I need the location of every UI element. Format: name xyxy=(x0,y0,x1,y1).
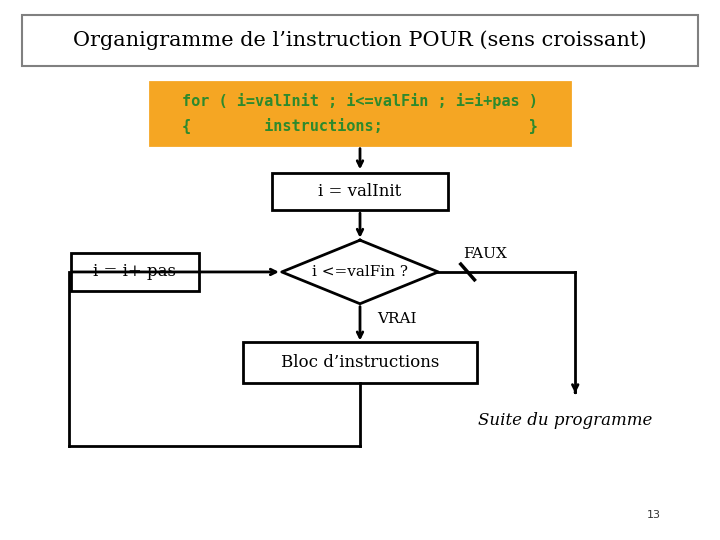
FancyBboxPatch shape xyxy=(150,82,570,145)
Text: {        instructions;                }: { instructions; } xyxy=(182,118,538,134)
Text: VRAI: VRAI xyxy=(377,312,417,326)
Text: i = valInit: i = valInit xyxy=(318,183,402,200)
Text: 13: 13 xyxy=(647,510,660,519)
Text: Organigramme de l’instruction POUR (sens croissant): Organigramme de l’instruction POUR (sens… xyxy=(73,30,647,50)
Text: Suite du programme: Suite du programme xyxy=(478,412,652,429)
FancyBboxPatch shape xyxy=(243,342,477,383)
Text: Bloc d’instructions: Bloc d’instructions xyxy=(281,354,439,372)
FancyBboxPatch shape xyxy=(71,253,199,291)
Polygon shape xyxy=(282,240,438,304)
Text: for ( i=valInit ; i<=valFin ; i=i+pas ): for ( i=valInit ; i<=valFin ; i=i+pas ) xyxy=(182,93,538,109)
FancyBboxPatch shape xyxy=(272,173,448,210)
Text: FAUX: FAUX xyxy=(463,247,507,261)
Text: i <=valFin ?: i <=valFin ? xyxy=(312,265,408,279)
Text: i = i+ pas: i = i+ pas xyxy=(94,264,176,280)
FancyBboxPatch shape xyxy=(22,15,698,65)
